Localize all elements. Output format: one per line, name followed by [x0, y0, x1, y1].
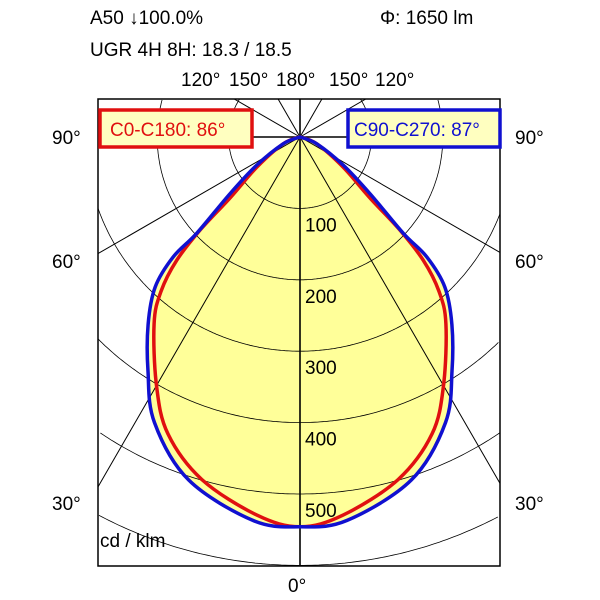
- legend-box-c0-c180: [98, 108, 254, 149]
- radial-tick-labels: 100 200 300 400 500: [305, 215, 337, 522]
- angle-label-top-150-left: 150°: [229, 70, 268, 91]
- grid-radial-line: [98, 136, 301, 488]
- angle-label-top-120-right: 120°: [375, 70, 414, 91]
- legend-box-c90-c270: [346, 108, 502, 149]
- angle-label-top-120-left: 120°: [181, 70, 220, 91]
- angle-label-right-90: 90°: [515, 128, 544, 149]
- angle-label-right-60: 60°: [515, 252, 544, 273]
- angle-label-left-30: 30°: [52, 494, 81, 515]
- radial-tick-label: 200: [305, 287, 337, 308]
- efficiency-label: A50 ↓100.0%: [90, 8, 203, 29]
- angle-label-right-30: 30°: [515, 494, 544, 515]
- grid-radial-line: [299, 136, 500, 484]
- angle-label-top-180: 180°: [276, 70, 315, 91]
- radial-tick-label: 300: [305, 358, 337, 379]
- grid-circle: [98, 208, 500, 352]
- angle-label-top-150-right: 150°: [329, 70, 368, 91]
- unit-label: cd / klm: [100, 531, 165, 552]
- legend-c90-c270: C90-C270: 87°: [346, 108, 502, 149]
- angle-label-left-60: 60°: [52, 252, 81, 273]
- legend-c0-c180: C0-C180: 86°: [98, 108, 254, 149]
- grid-circle: [100, 432, 500, 495]
- ugr-label: UGR 4H 8H: 18.3 / 18.5: [90, 40, 292, 61]
- flux-label: Φ: 1650 lm: [380, 8, 473, 29]
- grid-circle: [98, 338, 499, 423]
- radial-tick-label: 100: [305, 215, 337, 236]
- grid-radial-line: [299, 99, 323, 138]
- radial-tick-label: 400: [305, 430, 337, 451]
- curve-layer: [145, 135, 455, 529]
- legend-label-c0-c180: C0-C180: 86°: [110, 120, 225, 141]
- curve-c90-c270: [145, 135, 455, 529]
- grid-circle: [98, 514, 498, 566]
- grid-radial-line: [233, 99, 301, 138]
- grid-radial-line: [299, 99, 367, 138]
- plot-frame: [97, 98, 501, 567]
- angle-label-left-90: 90°: [52, 128, 81, 149]
- grid-radial-line: [277, 99, 301, 138]
- legend-label-c90-c270: C90-C270: 87°: [354, 120, 480, 141]
- angle-label-bottom-0: 0°: [288, 576, 306, 597]
- radial-tick-label: 500: [305, 501, 337, 522]
